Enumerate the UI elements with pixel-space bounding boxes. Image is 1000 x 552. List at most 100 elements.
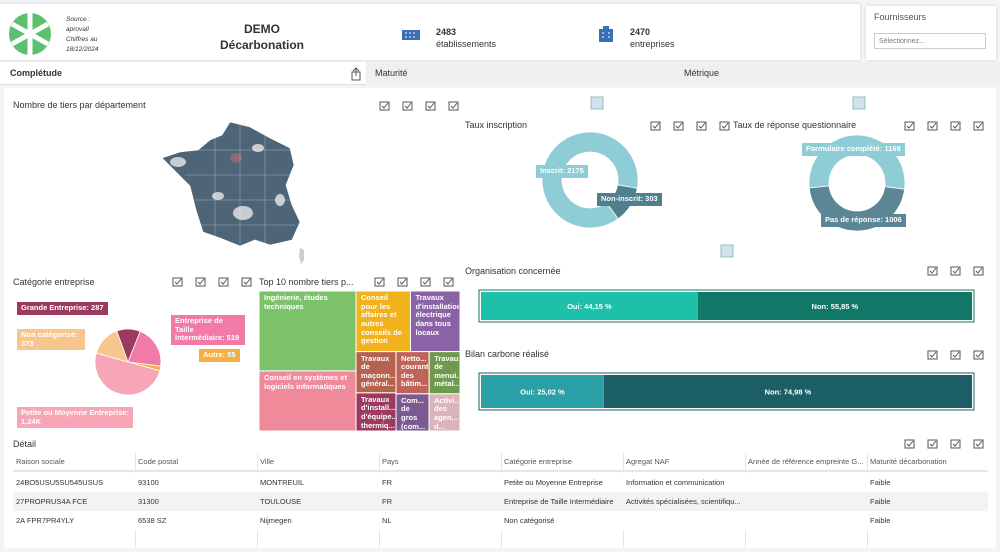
icon-shape (927, 121, 938, 131)
toolbar-icon[interactable] (950, 121, 961, 131)
toolbar-icon[interactable] (448, 101, 459, 111)
table-row (13, 511, 988, 530)
treemap-label: Conseil pour les affaires et autres cons… (361, 293, 402, 346)
icon-shape (929, 267, 937, 274)
toolbar-icon[interactable] (904, 121, 915, 131)
icon-shape (973, 350, 984, 360)
data-label: Pas de réponse: 1006 (821, 214, 906, 227)
toolbar-icon[interactable] (950, 439, 961, 449)
toolbar-icon[interactable] (673, 121, 684, 131)
source-line: aprovall (66, 26, 89, 33)
toolbar-icon[interactable] (195, 277, 206, 287)
france-map (161, 121, 304, 264)
icon-shape (950, 439, 961, 449)
toolbar-icon[interactable] (927, 350, 938, 360)
icon-shape (379, 101, 390, 111)
toolbar-icon[interactable] (172, 277, 183, 287)
toolbar-icon[interactable] (696, 121, 707, 131)
toolbar-icon[interactable] (425, 101, 436, 111)
tab[interactable]: Maturité (375, 68, 408, 78)
icon-shape (197, 278, 205, 285)
table-cell: 2A FPR7PR4YLY (16, 516, 75, 525)
icon-shape (950, 350, 961, 360)
table-cell: Petite ou Moyenne Entreprise (504, 478, 603, 487)
treemap-label: Netto... courant des bâtim... (401, 353, 429, 389)
treemap-label: Activi... des agen... d... (434, 395, 459, 430)
subtitle-text: Décarbonation (219, 38, 304, 52)
toolbar-icon[interactable] (927, 439, 938, 449)
filter-select[interactable]: Sélectionnez... (874, 33, 986, 49)
icon-shape (425, 101, 436, 111)
data-label: Petite ou Moyenne Entreprise: 1,24K (17, 407, 133, 429)
icon-shape (404, 102, 412, 109)
column-header: Année de référence empreinte G... (748, 457, 864, 466)
toolbar-icon[interactable] (973, 266, 984, 276)
tab-active[interactable] (0, 62, 366, 85)
toolbar-icon[interactable] (973, 350, 984, 360)
tab[interactable]: Complétude (10, 68, 63, 78)
icon-shape (952, 351, 960, 358)
table-cell: Non catégorisé (504, 516, 555, 525)
toolbar-icon[interactable] (927, 266, 938, 276)
toolbar-icon[interactable] (374, 277, 385, 287)
logo (9, 13, 51, 55)
toolbar-icon[interactable] (218, 277, 229, 287)
icon-shape (696, 121, 707, 131)
icon-shape (445, 278, 453, 285)
icon-shape (402, 101, 413, 111)
title: DEMO Décarbonation (200, 21, 324, 53)
stat-value: 2470 (630, 27, 651, 37)
icon-shape (381, 102, 389, 109)
toolbar-icon[interactable] (402, 101, 413, 111)
icon-shape (174, 278, 182, 285)
toolbar-icon[interactable] (420, 277, 431, 287)
treemap-label: Com... de gros (com... inter... (401, 395, 426, 430)
title-text: DEMO (244, 22, 280, 36)
panel-title: Nombre de tiers par département (13, 100, 146, 110)
treemap-cell (428, 393, 461, 432)
toolbar-icon[interactable] (443, 277, 454, 287)
toolbar-icon[interactable] (973, 439, 984, 449)
icon-shape (172, 277, 183, 287)
toolbar-icon[interactable] (241, 277, 252, 287)
stat-icon (599, 26, 613, 42)
data-label: Grande Entreprise: 287 (17, 302, 108, 315)
data-label: Inscrit: 2175 (536, 165, 588, 178)
column-header: Maturité décarbonation (870, 457, 947, 466)
toolbar-icon[interactable] (927, 121, 938, 131)
icon-shape (975, 267, 983, 274)
data-label: Oui: 25,02 % (520, 388, 565, 397)
toolbar-icon[interactable] (973, 121, 984, 131)
toolbar-icon[interactable] (950, 266, 961, 276)
icon-shape (650, 121, 661, 131)
panel-title: Bilan carbone réalisé (465, 349, 550, 359)
treemap-cell (409, 290, 461, 353)
toolbar-icon[interactable] (379, 101, 390, 111)
column-header: Code postal (138, 457, 179, 466)
filter-label: Fournisseurs (874, 12, 927, 22)
treemap-label: Conseil en systèmes et logiciels informa… (264, 372, 347, 391)
slice (95, 330, 129, 363)
table-cell: 93100 (138, 478, 159, 487)
icon-shape (719, 121, 730, 131)
icon-shape (374, 277, 385, 287)
toolbar-icon[interactable] (904, 439, 915, 449)
share-icon[interactable] (351, 67, 361, 81)
tab[interactable]: Métrique (684, 68, 720, 78)
icon-shape (950, 121, 961, 131)
icon-shape (973, 121, 984, 131)
treemap-cell (395, 393, 430, 432)
toolbar-icon[interactable] (719, 121, 730, 131)
icon-shape (952, 267, 960, 274)
toolbar-icon[interactable] (950, 350, 961, 360)
treemap-cell (355, 351, 397, 394)
icon-shape (399, 278, 407, 285)
treemap-label: Travaux de maçonn... général... (361, 353, 396, 389)
table-cell: Activités spécialisées, scientifiqu... (626, 497, 741, 506)
icon-shape (218, 277, 229, 287)
toolbar-icon[interactable] (650, 121, 661, 131)
toolbar-icon[interactable] (397, 277, 408, 287)
placeholder-icon (720, 244, 734, 258)
column-header: Agregat NAF (626, 457, 670, 466)
